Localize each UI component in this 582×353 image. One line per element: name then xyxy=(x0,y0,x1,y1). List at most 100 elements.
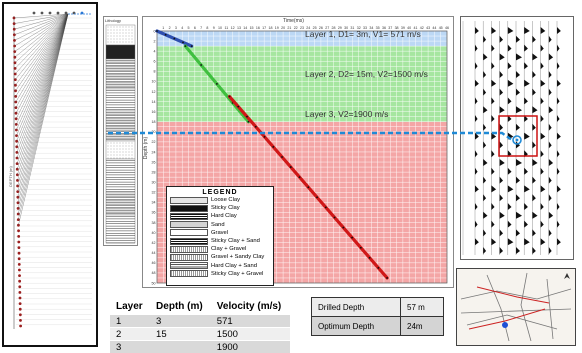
waveform-peak xyxy=(475,45,478,52)
waveform-peak xyxy=(516,89,520,96)
x-tick-label: 4 xyxy=(181,26,183,30)
dot xyxy=(114,152,115,153)
dot xyxy=(111,152,112,153)
waveform-peak xyxy=(500,177,503,184)
dot xyxy=(117,146,118,147)
x-tick-label: 22 xyxy=(294,26,298,30)
legend-item: Loose Clay xyxy=(167,196,273,204)
waveform-peak xyxy=(532,53,537,60)
waveform-peak xyxy=(483,89,486,96)
dot xyxy=(114,39,115,40)
waveform-peak xyxy=(491,133,496,140)
waveform-peak xyxy=(532,71,535,78)
y-tick-label: 42 xyxy=(152,241,156,245)
y-tick-label: 22 xyxy=(152,140,156,144)
y-tick-label: 44 xyxy=(152,251,156,255)
table-row: 3 1900 xyxy=(110,341,290,353)
data-point xyxy=(246,116,248,118)
legend-label: Gravel xyxy=(211,230,228,236)
dot xyxy=(126,42,127,43)
waveform-peak xyxy=(500,71,503,78)
waveform-peak xyxy=(516,177,520,184)
dot xyxy=(129,158,130,159)
dot xyxy=(114,42,115,43)
depth-node xyxy=(18,257,21,260)
waveform-peak xyxy=(541,133,546,140)
y-tick-label: 28 xyxy=(152,170,156,174)
waveform-peak xyxy=(491,185,496,192)
dot xyxy=(114,158,115,159)
table-row: Drilled Depth 57 m xyxy=(312,298,444,317)
waveform-peak xyxy=(524,221,528,228)
dot xyxy=(111,30,112,31)
waveform-peak xyxy=(524,150,528,157)
waveform-peak xyxy=(475,27,479,34)
depth-summary-table: Drilled Depth 57 m Optimum Depth 24m xyxy=(311,297,444,336)
legend-label: Gravel + Sandy Clay xyxy=(211,254,264,260)
waveform-peak xyxy=(491,238,496,245)
dot xyxy=(120,30,121,31)
waveform-peak xyxy=(557,238,561,245)
legend-label: Clay + Gravel xyxy=(211,246,246,252)
depth-node xyxy=(15,140,18,143)
dot xyxy=(129,143,130,144)
dot xyxy=(108,152,109,153)
dot xyxy=(117,27,118,28)
waveform-peak xyxy=(508,133,514,140)
dot xyxy=(123,30,124,31)
dot xyxy=(123,158,124,159)
dot xyxy=(111,143,112,144)
x-tick-label: 7 xyxy=(200,26,202,30)
dot xyxy=(120,27,121,28)
x-tick-label: 5 xyxy=(188,26,190,30)
waveform-peak xyxy=(532,194,535,201)
data-point xyxy=(216,83,218,85)
waveform-peak xyxy=(475,203,478,210)
x-tick-label: 46 xyxy=(445,26,449,30)
drilled-depth-value: 57 m xyxy=(401,298,444,317)
waveform-peak xyxy=(516,194,520,201)
raypath xyxy=(14,14,68,18)
y-tick-label: 48 xyxy=(152,271,156,275)
table-cell: 3 xyxy=(110,341,150,353)
depth-node xyxy=(13,33,16,36)
waveform-peak xyxy=(524,80,530,87)
raypath xyxy=(16,14,68,102)
waveform-peak xyxy=(491,168,494,175)
dot xyxy=(126,36,127,37)
dot xyxy=(120,155,121,156)
table-header-row: Layer Depth (m) Velocity (m/s) xyxy=(110,298,290,315)
dot xyxy=(114,30,115,31)
waveform-peak xyxy=(491,45,494,52)
waveform-peak xyxy=(549,36,552,43)
raypath xyxy=(16,14,68,130)
geophone-marker xyxy=(49,12,52,15)
waveform-peak xyxy=(557,221,560,228)
time-axis-title: Time(ms) xyxy=(283,18,304,24)
layer3-label: Layer 3, V2=1900 m/s xyxy=(305,109,388,119)
data-point xyxy=(325,207,327,209)
legend-label: Sand xyxy=(211,222,225,228)
dot xyxy=(126,152,127,153)
waveform-peak xyxy=(524,62,528,69)
dot xyxy=(111,33,112,34)
waveform-peak xyxy=(475,238,479,245)
waveform-peak xyxy=(508,80,514,87)
data-point xyxy=(173,38,175,40)
y-tick-label: 6 xyxy=(154,60,156,64)
raypath-diagram xyxy=(4,4,96,345)
waveform-peak xyxy=(549,106,553,113)
legend-label: Sticky Clay + Sand xyxy=(211,238,260,244)
waveform-peak xyxy=(491,115,494,122)
depth-node xyxy=(18,291,21,294)
dot xyxy=(132,33,133,34)
table-cell: 2 xyxy=(110,328,150,341)
data-point xyxy=(377,267,379,269)
waveform-peak xyxy=(491,27,496,34)
waveform-peak xyxy=(516,36,520,43)
y-tick-label: 10 xyxy=(152,80,156,84)
optimum-depth-value: 24m xyxy=(401,317,444,336)
map-background xyxy=(457,269,575,345)
data-point xyxy=(281,156,283,158)
dot xyxy=(117,149,118,150)
